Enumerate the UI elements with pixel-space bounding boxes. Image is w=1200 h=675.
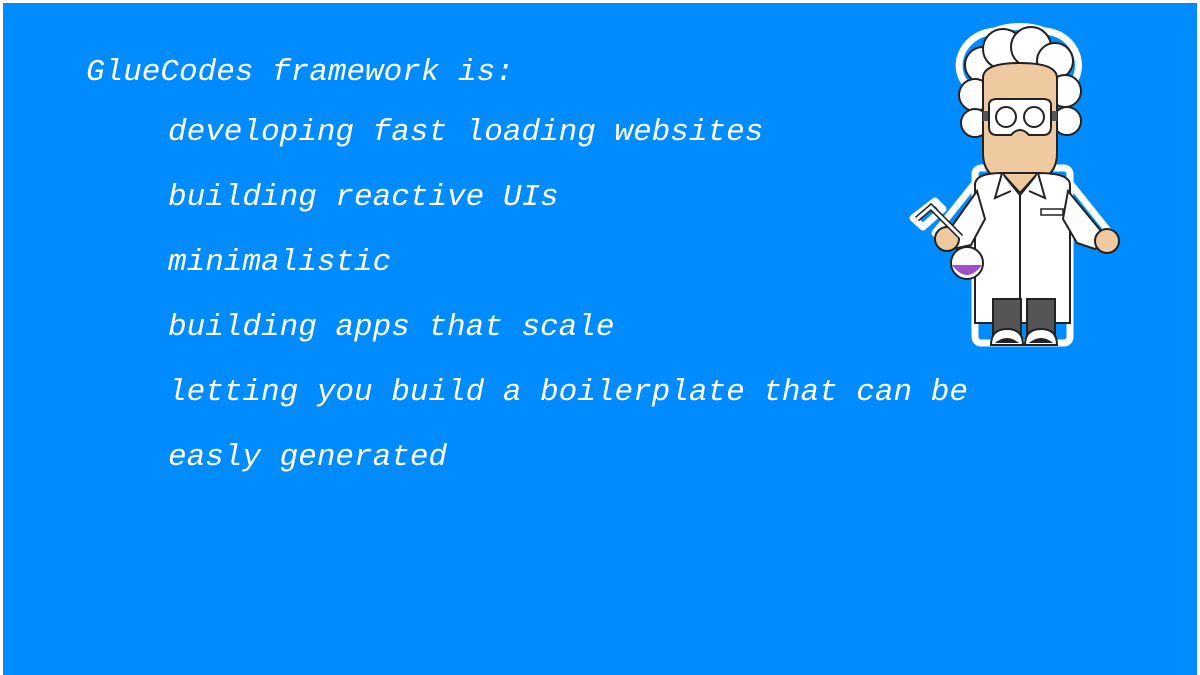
list-item: developing fast loading websites (168, 115, 764, 150)
feature-list: developing fast loading websites buildin… (168, 113, 968, 503)
list-item: easly generated (168, 440, 448, 475)
slide: GlueCodes framework is: developing fast … (3, 3, 1197, 675)
list-item: building reactive UIs (168, 180, 559, 215)
slide-heading: GlueCodes framework is: (86, 55, 514, 90)
list-item: minimalistic (168, 245, 392, 280)
list-item: letting you build a boilerplate that can… (168, 375, 968, 410)
list-item: building apps that scale (168, 310, 615, 345)
scientist-icon (909, 23, 1120, 347)
